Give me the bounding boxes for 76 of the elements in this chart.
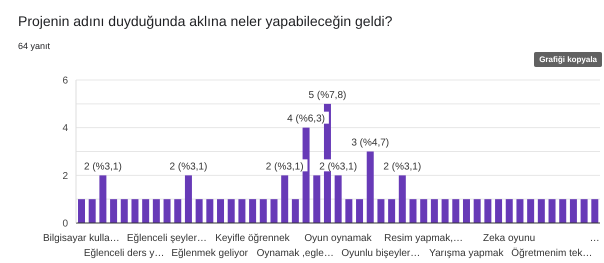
bar [164,199,171,223]
bar [516,199,524,223]
data-label: 2 (%3,1) [170,161,208,172]
x-tick-label: Eğlenceli şeyler… [126,233,207,244]
bar [506,199,513,223]
bar [120,199,128,223]
x-tick-label: Oyunlu bişeyler… [341,248,420,259]
bar [228,199,235,223]
bar [313,175,320,223]
bar [474,199,481,223]
chart-subtitle: 64 yanıt [18,41,50,51]
bar [356,199,364,223]
bar [398,175,406,223]
data-label: 3 (%4,7) [351,138,390,148]
x-tick-label: Eğlenmek geliyor [171,248,249,259]
y-tick-label: 4 [62,123,68,134]
data-label: 2 (%3,1) [383,161,422,172]
x-tick-label: Bilgisayar kulla… [42,233,120,244]
bar [270,199,278,223]
bar [377,199,384,223]
bar [78,199,85,223]
bar [570,199,577,223]
bar [238,199,246,223]
bar [452,199,460,223]
bar [260,199,267,223]
bar [302,128,310,223]
bar [462,199,470,223]
bar [152,199,160,223]
bar [88,199,96,223]
y-tick-label: 0 [62,218,68,230]
bar [388,199,396,223]
x-tick-label: Yarışma yapmak [429,248,504,259]
bar [217,199,224,223]
chart-title: Projenin adını duyduğunda aklına neler yapabileceğin geldi? [18,13,392,29]
bar [292,199,299,223]
copy-button: Grafiği kopyala [534,52,602,67]
x-tick-label: Eğlenceli ders y… [84,248,164,259]
x-tick-label: Öğretmenim tek… [511,247,592,259]
x-tick-label: Resim yapmak,… [384,233,464,244]
bar [110,199,118,223]
bar [334,175,342,223]
data-label: 5 (%7,8) [308,90,346,101]
bar [196,199,203,223]
bar [131,199,138,223]
bar [410,199,417,223]
bar [538,199,545,223]
x-tick-label: … [590,233,600,244]
bar [206,199,214,223]
x-tick-label: Zeka oyunu [482,233,536,244]
bar [99,175,106,223]
x-tick-label: Keyifle öğrennek [215,233,291,244]
data-label: 2 (%3,1) [266,161,304,172]
bar [430,199,438,223]
bar [527,199,534,223]
bar [580,199,588,223]
bar [174,199,182,223]
data-label: 4 (%6,3) [287,114,325,125]
bar [495,199,502,223]
bar [184,175,192,223]
bar [366,152,374,223]
bar [442,199,449,223]
bar [142,199,150,223]
bar [591,199,598,223]
y-tick-label: 6 [62,76,68,87]
bar [548,199,556,223]
bar [559,199,566,223]
bar [249,199,256,223]
bar [484,199,492,223]
bar [420,199,428,223]
x-tick-label: Oyun oynamak [304,233,373,244]
y-tick-label: 2 [62,170,68,182]
data-label: 2 (%3,1) [84,161,122,172]
bar [281,175,288,223]
data-label: 2 (%3,1) [319,161,358,172]
bar [345,199,352,223]
x-tick-label: Oynamak ,egle… [256,248,334,259]
